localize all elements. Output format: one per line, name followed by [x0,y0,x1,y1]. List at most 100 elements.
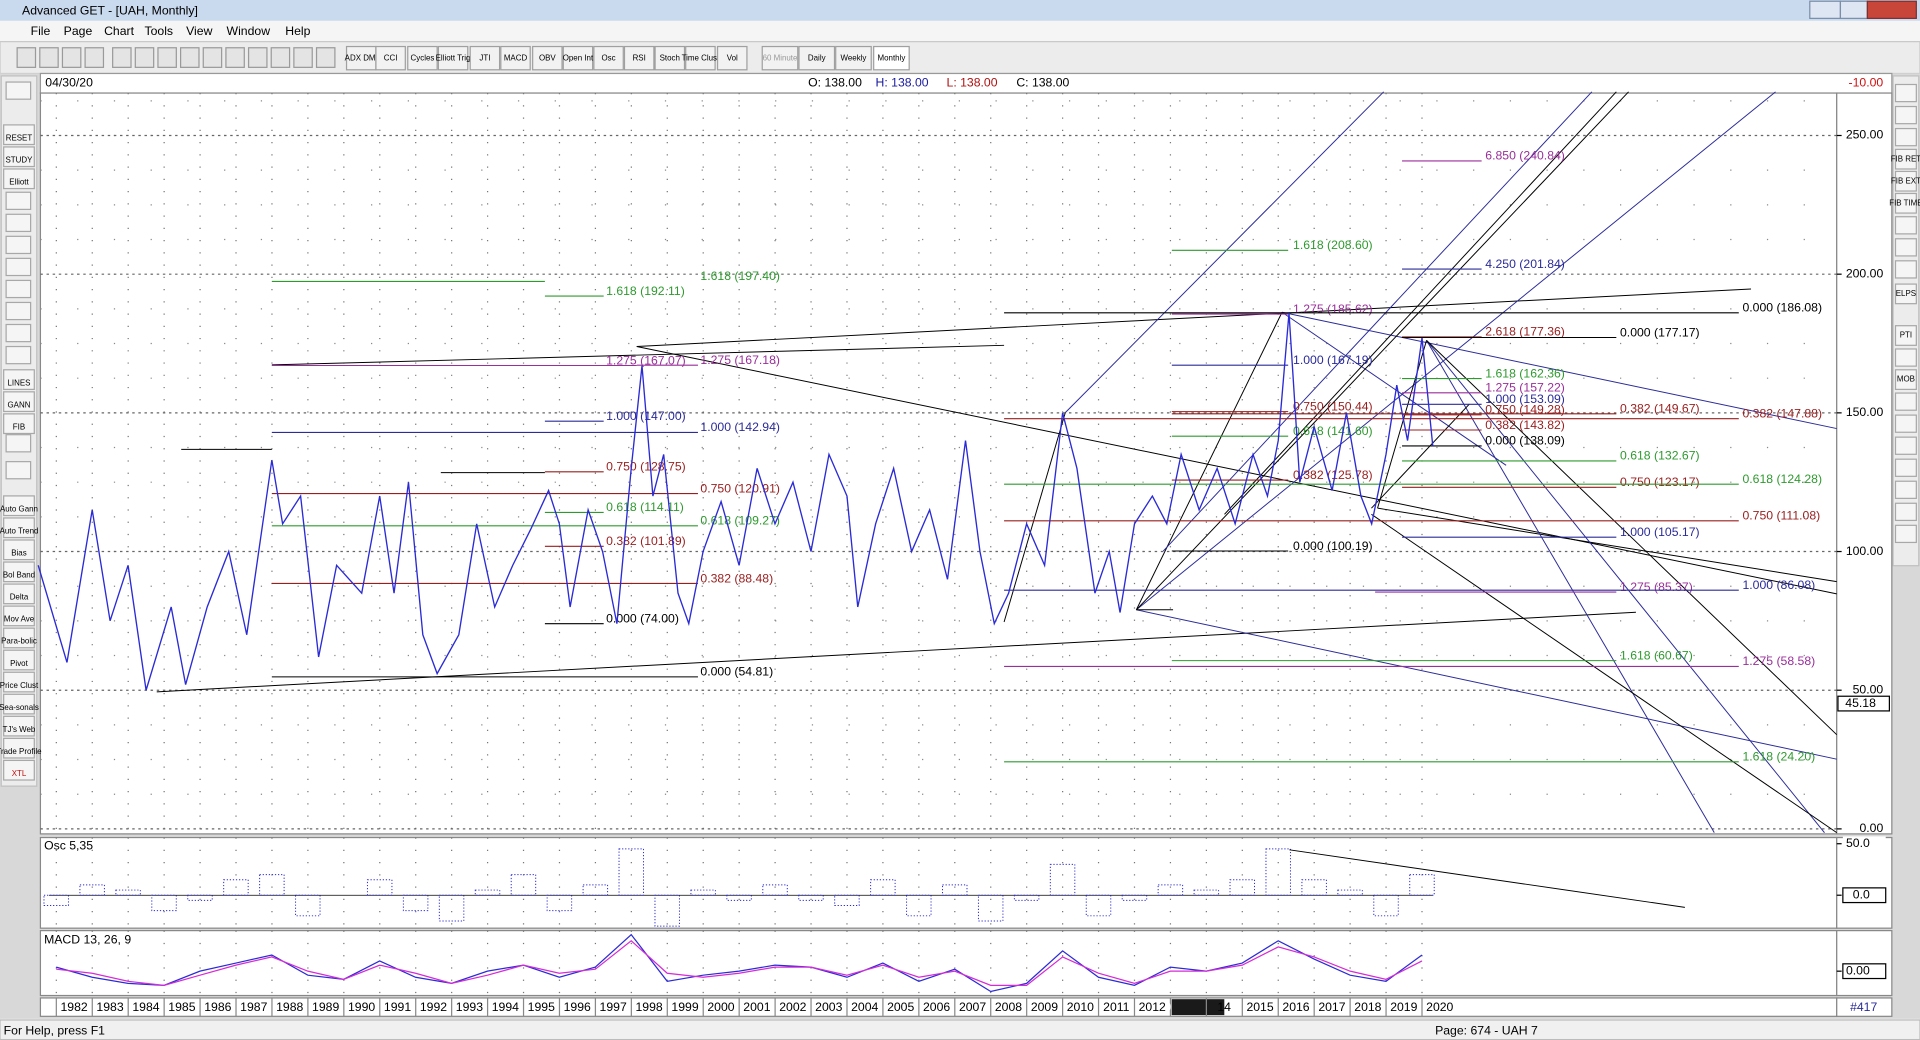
tool-icon[interactable] [16,47,37,68]
left-tool-label[interactable]: XTL [12,769,27,778]
left-tool-button[interactable] [3,391,35,413]
left-tool-button[interactable] [3,124,35,146]
left-tool-icon[interactable] [5,301,32,321]
right-tool-icon[interactable] [1894,83,1917,103]
left-tool-label[interactable]: Trade Profile [0,747,42,756]
toolbar-label[interactable]: Cycles [411,53,435,62]
left-tool-icon[interactable] [5,323,32,343]
menu-item[interactable]: Help [285,24,310,38]
right-tool-label[interactable]: FIB RET [1891,154,1920,163]
left-tool-icon[interactable] [5,191,32,211]
toolbar-button[interactable] [685,45,716,71]
toolbar-button[interactable] [532,45,563,71]
right-tool-label[interactable]: ELPS [1896,289,1916,298]
tool-icon[interactable] [112,47,132,68]
toolbar-button[interactable] [623,45,655,71]
right-tool-icon[interactable] [1894,480,1917,499]
tool-icon[interactable] [202,47,223,68]
toolbar-label[interactable]: ADX DMI [345,53,378,62]
tool-icon[interactable] [270,47,291,68]
menu-item[interactable]: File [31,24,51,38]
maximize-button[interactable] [1839,0,1868,19]
tool-icon[interactable] [225,47,245,68]
menu-item[interactable]: Tools [144,24,173,38]
toolbar-button[interactable] [593,45,624,71]
left-tool-label[interactable]: Auto Trend [0,527,38,536]
right-tool-icon[interactable] [1894,524,1917,544]
left-tool-button[interactable] [3,495,35,517]
left-tool-button[interactable] [3,561,35,583]
left-tool-button[interactable] [3,627,35,649]
left-tool-button[interactable] [3,369,35,391]
left-tool-label[interactable]: FIB [13,422,25,431]
left-tool-label[interactable]: RESET [6,133,33,142]
minimize-button[interactable] [1809,0,1842,19]
tool-icon[interactable] [84,47,105,68]
toolbar-label[interactable]: OBV [539,53,556,62]
menu-item[interactable]: Window [227,24,271,38]
toolbar-button[interactable] [798,45,836,71]
left-tool-icon[interactable] [5,213,32,233]
tool-icon[interactable] [247,47,268,68]
right-tool-button[interactable] [1894,148,1917,170]
toolbar-button[interactable] [437,45,469,71]
toolbar-label[interactable]: 60 Minute [763,53,798,62]
left-tool-button[interactable] [3,413,35,435]
right-tool-icon[interactable] [1894,216,1917,235]
toolbar-button[interactable] [835,45,872,71]
right-tool-icon[interactable] [1894,502,1917,522]
toolbar-button[interactable] [654,45,686,71]
left-tool-button[interactable] [3,759,35,781]
menu-item[interactable]: View [186,24,212,38]
right-tool-button[interactable] [1894,192,1917,214]
menu-item[interactable]: Chart [104,24,135,38]
toolbar-label[interactable]: Weekly [841,53,867,62]
left-tool-label[interactable]: Bol Band [3,571,35,580]
tool-icon[interactable] [61,47,82,68]
left-tool-icon[interactable] [5,257,32,277]
right-tool-label[interactable]: PTI [1900,331,1912,340]
toolbar-button[interactable] [716,45,748,71]
right-tool-icon[interactable] [1894,348,1917,367]
toolbar-button[interactable] [469,45,501,71]
right-tool-button[interactable] [1894,325,1917,346]
left-tool-button[interactable] [3,715,35,737]
right-tool-icon[interactable] [1894,260,1917,279]
left-tool-label[interactable]: TJ's Web [3,725,36,734]
toolbar-label[interactable]: CCI [384,53,398,62]
tool-icon[interactable] [180,47,200,68]
toolbar-label[interactable]: Osc [602,53,616,62]
left-tool-icon[interactable] [5,434,32,453]
toolbar-label[interactable]: MACD [504,53,528,62]
left-tool-label[interactable]: Mov Ave [4,615,35,624]
left-tool-button[interactable] [3,146,35,168]
toolbar-label[interactable]: Time Clust [682,53,720,62]
toolbar-label[interactable]: Open Int [563,53,594,62]
tool-icon[interactable] [39,47,59,68]
left-tool-label[interactable]: Pivot [10,659,28,668]
right-tool-icon[interactable] [1894,458,1917,477]
left-tool-label[interactable]: Auto Gann [0,504,38,513]
toolbar-label[interactable]: Stoch [660,53,680,62]
left-tool-icon[interactable] [5,279,32,299]
toolbar-label[interactable]: Vol [727,53,738,62]
left-tool-button[interactable] [3,605,35,627]
left-tool-label[interactable]: Elliott [9,178,29,187]
right-tool-button[interactable] [1894,283,1917,305]
left-tool-icon[interactable] [5,235,32,255]
menu-item[interactable]: Page [64,24,93,38]
left-tool-icon[interactable] [5,81,32,100]
toolbar-label[interactable]: Monthly [878,53,906,62]
left-tool-label[interactable]: Sea-sonals [0,703,39,712]
left-tool-label[interactable]: LINES [8,378,31,387]
right-tool-icon[interactable] [1894,127,1917,147]
right-tool-icon[interactable] [1894,436,1917,455]
left-tool-label[interactable]: STUDY [6,156,34,165]
right-tool-label[interactable]: MOB [1897,375,1915,384]
left-tool-label[interactable]: Delta [10,593,29,602]
left-tool-label[interactable]: Para-bolic [1,637,37,646]
left-tool-button[interactable] [3,693,35,715]
right-tool-icon[interactable] [1894,238,1917,257]
left-tool-button[interactable] [3,539,35,561]
tool-icon[interactable] [293,47,313,68]
